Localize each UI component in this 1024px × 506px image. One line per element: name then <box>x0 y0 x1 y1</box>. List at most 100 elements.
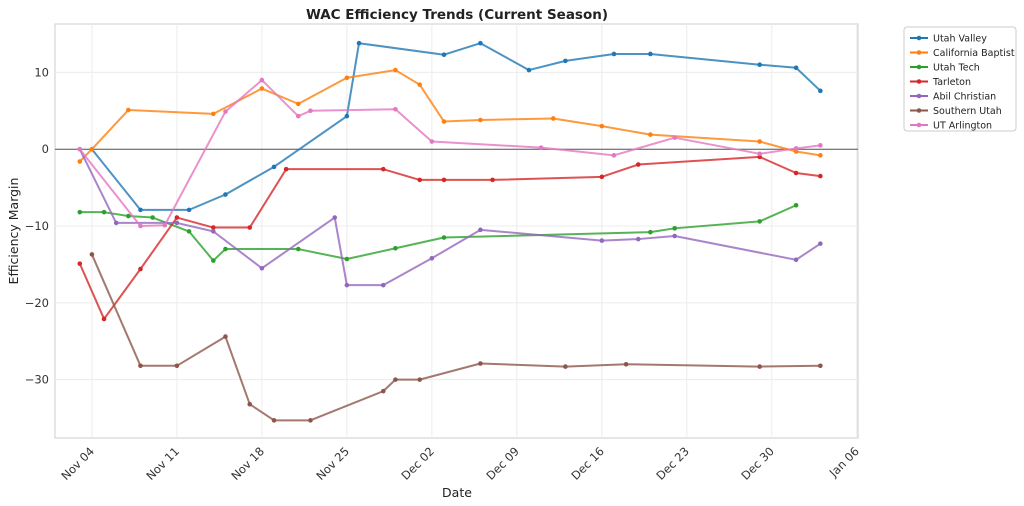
data-point <box>138 207 143 213</box>
data-point <box>441 52 447 58</box>
data-point <box>77 146 83 152</box>
data-point <box>308 108 313 114</box>
legend: Utah Valley California Baptist Utah Tech Ta… <box>903 26 1017 132</box>
x-tick-label: Nov 18 <box>228 444 267 483</box>
data-point <box>818 88 823 94</box>
y-tick-label: −20 <box>25 296 49 310</box>
data-point <box>526 67 532 73</box>
data-point <box>138 363 143 369</box>
data-point <box>332 215 338 220</box>
legend-label: Utah Tech <box>933 63 980 74</box>
series-ut-arlington <box>77 77 823 229</box>
x-tick-label: Nov 04 <box>58 444 97 483</box>
data-point <box>77 261 83 266</box>
x-tick-label: Jan 06 <box>826 444 862 480</box>
data-point <box>308 418 313 423</box>
data-point <box>211 258 216 263</box>
data-point <box>77 209 83 215</box>
data-point <box>174 220 180 226</box>
legend-marker <box>916 79 922 84</box>
data-point <box>344 75 350 81</box>
data-point <box>441 235 447 240</box>
data-point <box>611 153 617 158</box>
chart-title: WAC Efficiency Trends (Current Season) <box>306 7 608 23</box>
data-point <box>563 364 568 369</box>
data-point <box>635 236 641 242</box>
y-axis-label: Efficiency Margin <box>6 178 21 285</box>
data-point <box>259 86 265 91</box>
data-point <box>757 139 762 144</box>
data-point <box>296 101 301 107</box>
series-line <box>91 42 822 211</box>
legend-marker <box>916 35 922 41</box>
data-point <box>417 177 423 183</box>
data-point <box>478 117 483 123</box>
data-point <box>757 219 762 224</box>
legend-item: Tarleton <box>910 77 971 88</box>
data-point <box>648 229 653 235</box>
data-point <box>247 225 253 230</box>
data-point <box>818 173 823 179</box>
legend-marker <box>916 108 922 113</box>
legend-box <box>903 26 1017 132</box>
data-point <box>818 153 823 158</box>
data-point <box>648 132 653 137</box>
plot-area <box>54 23 859 439</box>
x-axis-label: Date <box>442 485 472 500</box>
data-point <box>283 166 289 172</box>
data-point <box>174 215 180 220</box>
legend-label: California Baptist <box>933 48 1015 59</box>
data-point <box>186 229 192 234</box>
data-point <box>271 164 277 170</box>
series-california-baptist <box>77 67 823 164</box>
data-point <box>757 62 762 68</box>
data-point <box>380 282 386 288</box>
data-point <box>138 223 143 229</box>
data-point <box>356 40 362 46</box>
data-point <box>344 256 350 262</box>
data-point <box>417 377 423 382</box>
data-point <box>757 364 762 369</box>
series-southern-utah <box>89 252 823 423</box>
series-utah-tech <box>77 202 799 263</box>
data-point <box>441 177 447 183</box>
data-point <box>393 67 398 73</box>
x-tick-label: Nov 11 <box>143 444 182 483</box>
series-tarleton <box>77 154 823 322</box>
x-tick-label: Dec 30 <box>738 444 777 483</box>
x-tick-label: Nov 25 <box>313 444 352 483</box>
data-point <box>223 246 228 252</box>
legend-item: California Baptist <box>910 48 1015 59</box>
data-point <box>211 111 216 117</box>
legend-label: Abil Christian <box>933 92 996 103</box>
data-point <box>672 233 677 239</box>
legend-label: UT Arlington <box>933 121 992 132</box>
data-point <box>417 82 423 87</box>
y-tick-label: −10 <box>25 219 49 233</box>
series-line <box>78 155 821 320</box>
data-point <box>174 363 180 369</box>
legend-item: Southern Utah <box>910 106 1002 117</box>
data-point <box>599 174 605 180</box>
data-point <box>296 113 301 119</box>
data-point <box>538 145 544 150</box>
data-point <box>126 213 131 219</box>
data-point <box>150 215 155 220</box>
data-point <box>818 363 823 369</box>
data-point <box>186 207 192 213</box>
data-point <box>793 202 799 208</box>
y-tick-label: 0 <box>42 142 49 156</box>
data-point <box>259 265 265 271</box>
data-point <box>550 116 556 121</box>
data-point <box>478 40 483 46</box>
series-abil-christian <box>77 146 823 288</box>
data-point <box>599 123 605 129</box>
data-point <box>793 65 799 71</box>
legend-marker <box>916 93 922 99</box>
data-point <box>611 51 617 57</box>
y-tick-label: −30 <box>25 373 49 387</box>
data-point <box>599 238 605 243</box>
x-tick-label: Dec 16 <box>568 444 607 483</box>
data-point <box>793 146 799 151</box>
data-point <box>478 227 483 233</box>
